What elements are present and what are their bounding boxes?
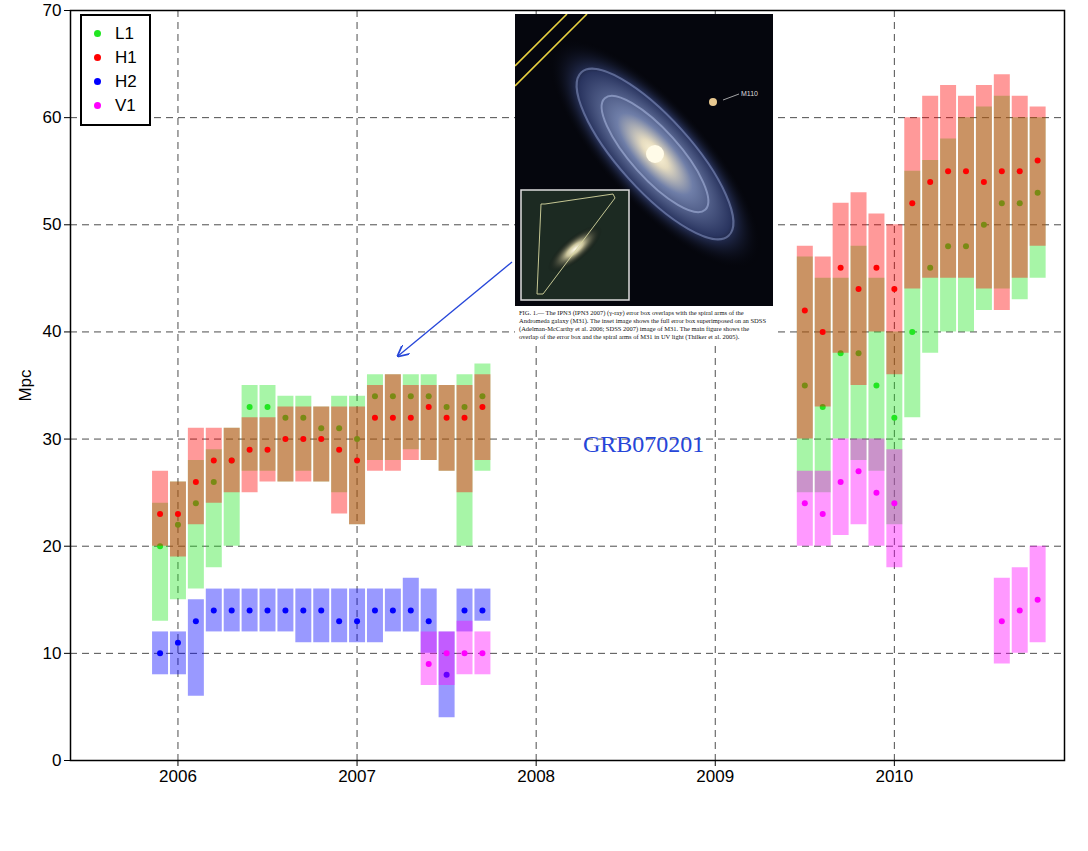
svg-text:60: 60 xyxy=(43,108,62,127)
svg-text:2010: 2010 xyxy=(875,767,913,786)
html-text:V1: V1 xyxy=(115,96,136,115)
svg-text:2007: 2007 xyxy=(338,767,376,786)
html-text:H1: H1 xyxy=(115,48,137,67)
html-text:L1: L1 xyxy=(115,24,134,43)
svg-text:2009: 2009 xyxy=(696,767,734,786)
svg-text:2008: 2008 xyxy=(517,767,555,786)
svg-text:40: 40 xyxy=(43,322,62,341)
svg-text:10: 10 xyxy=(43,644,62,663)
svg-text:2006: 2006 xyxy=(159,767,197,786)
svg-text:GRB070201: GRB070201 xyxy=(583,431,704,457)
svg-text:Mpc: Mpc xyxy=(16,369,35,402)
svg-text:30: 30 xyxy=(43,430,62,449)
html-text:H2: H2 xyxy=(115,72,137,91)
svg-text:M110: M110 xyxy=(741,90,758,97)
svg-text:50: 50 xyxy=(43,215,62,234)
svg-text:20: 20 xyxy=(43,537,62,556)
html-text:FIG. 1.— The IPN3 (IPN3 2007): FIG. 1.— The IPN3 (IPN3 2007) (γ-ray) er… xyxy=(519,309,766,340)
svg-text:70: 70 xyxy=(43,1,62,20)
svg-text:0: 0 xyxy=(52,751,61,770)
